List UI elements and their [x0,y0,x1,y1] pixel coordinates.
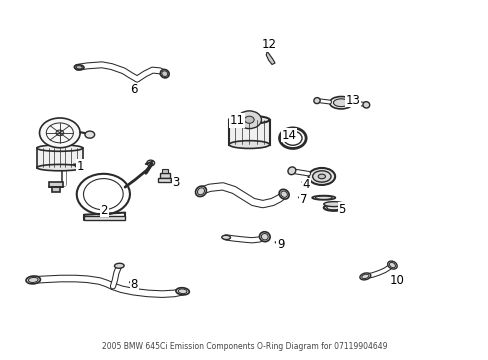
Bar [162,169,167,173]
Text: 8: 8 [130,278,138,291]
Ellipse shape [323,204,344,211]
Ellipse shape [26,276,41,284]
Ellipse shape [311,195,335,200]
Text: 12: 12 [261,38,276,51]
Bar [49,182,62,187]
Text: 5: 5 [338,203,345,216]
Text: 14: 14 [281,129,296,142]
Text: 7: 7 [299,193,306,206]
Ellipse shape [387,261,396,269]
Ellipse shape [323,202,344,207]
Ellipse shape [195,186,206,197]
Circle shape [85,131,95,138]
Ellipse shape [162,71,167,76]
Bar [37,148,82,168]
Ellipse shape [222,235,230,239]
Ellipse shape [279,189,288,199]
Ellipse shape [76,66,82,69]
Ellipse shape [37,145,82,151]
Text: 2: 2 [101,204,108,217]
Text: 4: 4 [302,178,309,191]
Ellipse shape [313,98,320,104]
Text: 11: 11 [229,114,244,127]
Ellipse shape [308,168,334,185]
Circle shape [244,116,254,123]
Polygon shape [265,51,274,64]
Text: 2005 BMW 645Ci Emission Components O-Ring Diagram for 07119904649: 2005 BMW 645Ci Emission Components O-Rin… [102,342,386,351]
Ellipse shape [312,171,330,182]
Circle shape [237,111,261,129]
Circle shape [40,118,80,148]
Circle shape [56,130,63,136]
Ellipse shape [160,69,169,78]
Ellipse shape [362,102,369,108]
Ellipse shape [228,116,269,123]
Ellipse shape [37,165,82,171]
Ellipse shape [318,174,325,179]
Text: 13: 13 [345,94,360,107]
Ellipse shape [329,96,352,109]
Bar [160,173,169,178]
Ellipse shape [114,263,124,268]
Bar [158,178,171,182]
Ellipse shape [359,273,370,280]
Ellipse shape [287,167,295,175]
Ellipse shape [228,141,269,148]
Ellipse shape [176,288,189,295]
Text: 3: 3 [172,176,179,189]
Text: 9: 9 [276,238,284,251]
Bar [52,187,60,192]
Text: 6: 6 [130,83,138,96]
Text: 1: 1 [76,160,84,173]
Text: 10: 10 [388,274,404,287]
Ellipse shape [74,65,84,70]
Bar [228,120,269,145]
Ellipse shape [333,99,348,107]
Bar [84,216,125,220]
Ellipse shape [259,232,269,242]
